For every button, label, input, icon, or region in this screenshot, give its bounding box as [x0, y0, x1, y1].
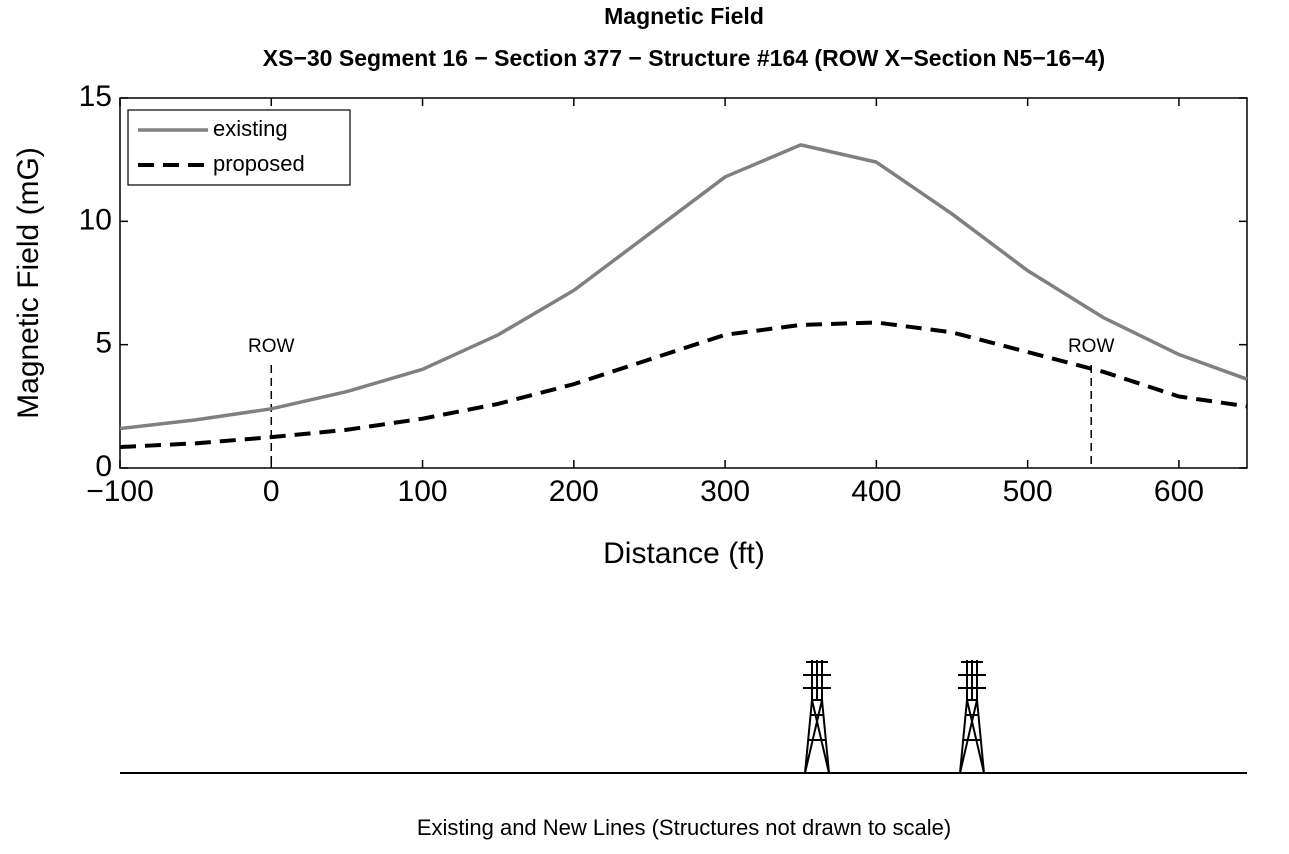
x-tick-label: 0: [263, 475, 280, 508]
x-tick-label: 500: [1003, 475, 1053, 508]
series-line: [120, 145, 1247, 429]
x-tick-label: 300: [700, 475, 750, 508]
x-tick-label: 100: [398, 475, 448, 508]
row-label: ROW: [248, 336, 295, 357]
x-axis-label: Distance (ft): [603, 537, 765, 570]
y-axis-label: Magnetic Field (mG): [12, 147, 45, 419]
x-tick-label: 400: [851, 475, 901, 508]
y-tick-label: 15: [79, 80, 112, 113]
chart-title: Magnetic Field: [604, 3, 764, 29]
chart: Magnetic Field XS−30 Segment 16 − Sectio…: [0, 0, 1289, 854]
x-tick-label: 600: [1154, 475, 1204, 508]
y-tick-label: 5: [95, 327, 112, 360]
x-tick-label: 200: [549, 475, 599, 508]
legend-label: proposed: [213, 151, 305, 176]
tower: [803, 660, 831, 773]
caption: Existing and New Lines (Structures not d…: [417, 815, 951, 840]
row-label: ROW: [1068, 336, 1115, 357]
tower: [958, 660, 986, 773]
legend-label: existing: [213, 116, 288, 141]
y-tick-label: 10: [79, 203, 112, 236]
chart-subtitle: XS−30 Segment 16 − Section 377 − Structu…: [263, 45, 1105, 71]
y-tick-label: 0: [95, 450, 112, 483]
